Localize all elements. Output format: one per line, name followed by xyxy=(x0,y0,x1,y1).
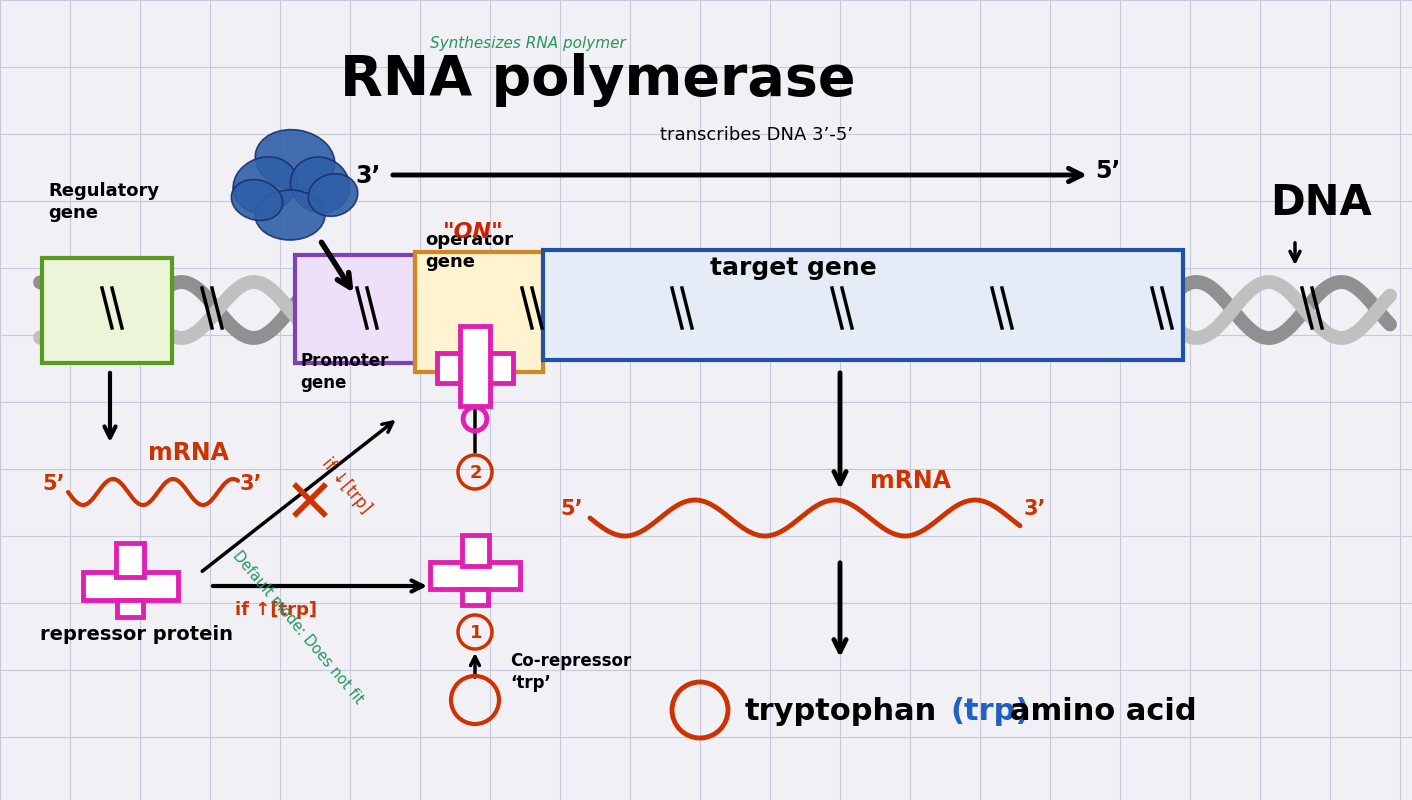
Text: if ↑[trp]: if ↑[trp] xyxy=(234,601,318,619)
FancyBboxPatch shape xyxy=(460,326,490,406)
FancyBboxPatch shape xyxy=(42,258,172,363)
Text: (trp): (trp) xyxy=(950,697,1029,726)
Ellipse shape xyxy=(308,174,357,216)
Text: operator
gene: operator gene xyxy=(425,230,513,271)
FancyBboxPatch shape xyxy=(415,252,544,372)
Text: 2: 2 xyxy=(470,464,483,482)
FancyBboxPatch shape xyxy=(116,543,144,577)
Text: 5’: 5’ xyxy=(1094,159,1120,183)
Text: mRNA: mRNA xyxy=(148,441,229,465)
Text: transcribes DNA 3’-5’: transcribes DNA 3’-5’ xyxy=(659,126,853,144)
Text: 3’: 3’ xyxy=(354,164,380,188)
FancyBboxPatch shape xyxy=(431,562,520,589)
FancyBboxPatch shape xyxy=(462,589,487,605)
Ellipse shape xyxy=(232,179,282,221)
FancyBboxPatch shape xyxy=(117,600,143,618)
Ellipse shape xyxy=(256,130,335,190)
Text: repressor protein: repressor protein xyxy=(40,625,233,644)
Text: "ON": "ON" xyxy=(443,222,504,242)
Text: Regulatory
gene: Regulatory gene xyxy=(48,182,160,222)
FancyBboxPatch shape xyxy=(462,534,489,566)
FancyBboxPatch shape xyxy=(544,250,1183,360)
Text: Co-repressor
‘trp’: Co-repressor ‘trp’ xyxy=(510,652,631,692)
Text: 1: 1 xyxy=(470,624,483,642)
FancyBboxPatch shape xyxy=(295,255,415,363)
Text: 5’: 5’ xyxy=(561,499,583,519)
Ellipse shape xyxy=(233,157,297,213)
Text: target gene: target gene xyxy=(710,256,877,280)
Text: amino acid: amino acid xyxy=(1010,697,1196,726)
Text: 3’: 3’ xyxy=(240,474,263,494)
Text: if ↓[trp]: if ↓[trp] xyxy=(318,454,374,517)
Text: tryptophan: tryptophan xyxy=(746,697,938,726)
Text: Synthesizes RNA polymer: Synthesizes RNA polymer xyxy=(431,36,626,51)
Text: Default mode: Does not fit: Default mode: Does not fit xyxy=(230,548,367,706)
Text: mRNA: mRNA xyxy=(870,469,950,493)
Text: Promoter
gene: Promoter gene xyxy=(299,352,388,392)
Text: 5’: 5’ xyxy=(42,474,65,494)
FancyBboxPatch shape xyxy=(436,353,513,383)
Ellipse shape xyxy=(256,190,325,240)
FancyBboxPatch shape xyxy=(82,572,178,600)
Text: RNA polymerase: RNA polymerase xyxy=(340,53,856,107)
Ellipse shape xyxy=(291,157,350,213)
Text: DNA: DNA xyxy=(1269,182,1371,224)
Text: 3’: 3’ xyxy=(1024,499,1046,519)
